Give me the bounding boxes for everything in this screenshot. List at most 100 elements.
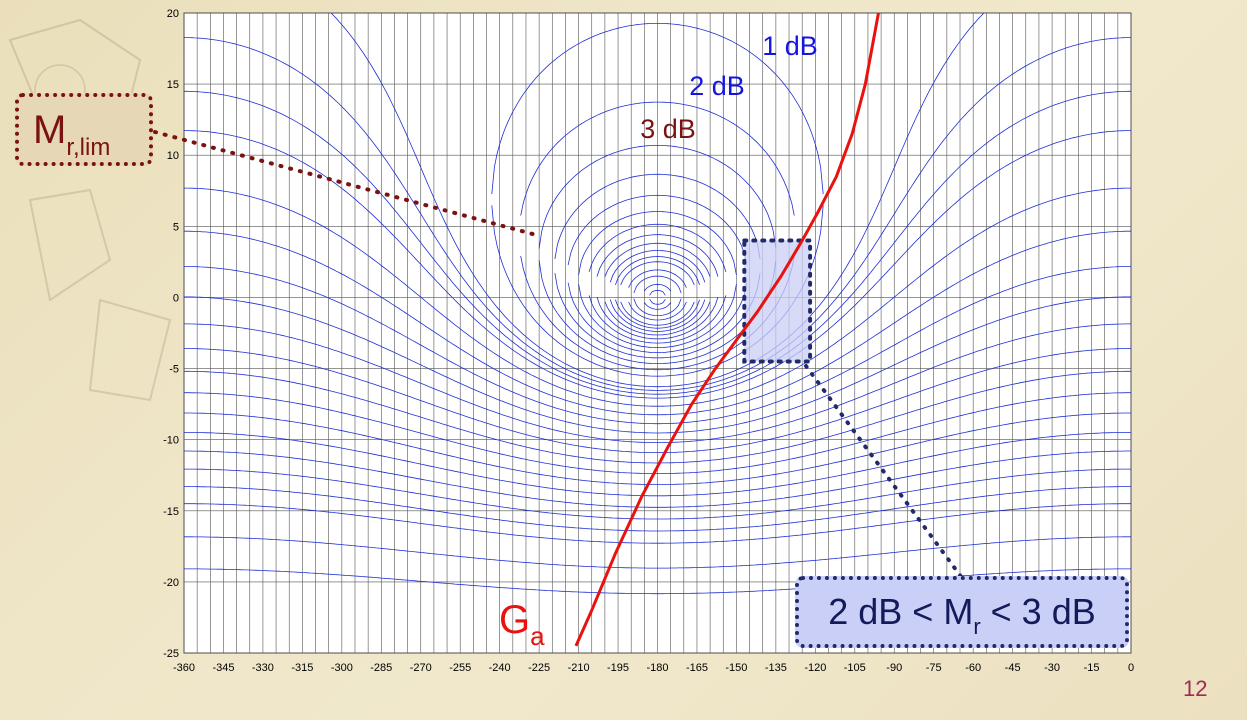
x-tick-label: -255 [449, 662, 471, 674]
x-tick-label: -195 [607, 662, 629, 674]
m-contour [633, 298, 682, 317]
m-contour [184, 486, 1131, 532]
mr-range-text: 2 dB < Mr < 3 dB [828, 591, 1096, 639]
x-tick-label: -225 [528, 662, 550, 674]
x-tick-label: 0 [1128, 662, 1134, 674]
x-tick-label: -360 [173, 662, 195, 674]
m-contour [578, 284, 737, 349]
x-tick-label: -180 [646, 662, 668, 674]
m-contour [184, 266, 1131, 425]
m-contour [184, 323, 1131, 444]
x-tick-label: -90 [886, 662, 902, 674]
m-contour [596, 296, 719, 340]
m-contour [567, 194, 748, 266]
m-contour [184, 536, 1131, 569]
x-tick-label: -285 [370, 662, 392, 674]
m-contour [184, 230, 1131, 416]
contour-label: 1 dB [762, 31, 818, 61]
highlight-region [742, 238, 813, 364]
y-tick-label: 0 [173, 292, 179, 304]
x-tick-label: -60 [965, 662, 981, 674]
m-contour [184, 130, 1131, 399]
m-contour [184, 90, 1131, 395]
m-contour [604, 242, 711, 277]
x-tick-label: -30 [1044, 662, 1060, 674]
m-contour [620, 301, 695, 326]
x-tick-label: -165 [686, 662, 708, 674]
y-tick-label: -25 [163, 648, 179, 660]
x-tick-label: -120 [804, 662, 826, 674]
x-tick-label: -315 [291, 662, 313, 674]
range-leader [804, 364, 964, 580]
m-contour [184, 503, 1131, 544]
m-contour [491, 22, 824, 195]
y-tick-label: 5 [173, 221, 179, 233]
m-contour [644, 283, 671, 292]
x-tick-label: -75 [926, 662, 942, 674]
ga-label: Ga [499, 598, 545, 651]
page-number: 12 [1183, 676, 1208, 701]
m-contour [184, 468, 1131, 520]
m-contour [184, 187, 1131, 407]
m-contour [633, 275, 682, 294]
m-contour [538, 260, 777, 365]
m-contour [184, 348, 1131, 454]
m-contour [184, 370, 1131, 464]
m-contours [184, 12, 1131, 595]
m-contour [628, 301, 687, 321]
ga-curve [574, 12, 880, 647]
m-contour [609, 299, 706, 332]
axis-tick-labels: -360 -345 -330 -315 -300 -285 -270 -255 -240 -225… [163, 8, 1134, 674]
x-tick-label: -210 [568, 662, 590, 674]
x-tick-label: -270 [410, 662, 432, 674]
y-tick-label: -15 [163, 506, 179, 518]
m-contour [604, 301, 711, 336]
m-contour [554, 173, 761, 260]
m-contour [184, 296, 1131, 434]
m-contour [596, 234, 719, 277]
mr-lim-label: Mr,lim [33, 108, 111, 161]
x-tick-label: -15 [1084, 662, 1100, 674]
m-contour [184, 392, 1131, 475]
y-tick-label: 10 [167, 150, 179, 162]
m-contour [331, 12, 984, 388]
contour-label: 3 dB [640, 114, 696, 144]
m-contour [588, 295, 727, 344]
x-tick-label: -240 [489, 662, 511, 674]
m-contour [649, 289, 666, 296]
m-contour [184, 450, 1131, 508]
m-contour [184, 431, 1131, 497]
m-contour [184, 412, 1131, 486]
y-tick-label: -10 [163, 435, 179, 447]
m-contour [588, 223, 727, 273]
y-tick-label: -20 [163, 577, 179, 589]
mr-range-callout: 2 dB < Mr < 3 dB [795, 576, 1129, 648]
m-contour [644, 302, 671, 310]
m-contour [520, 101, 795, 216]
m-contour [609, 250, 706, 283]
x-tick-label: -300 [331, 662, 353, 674]
y-tick-label: 20 [167, 8, 179, 20]
mr-lim-leader [153, 130, 542, 238]
x-tick-label: -45 [1005, 662, 1021, 674]
contour-labels: 1 dB 2 dB 3 dB [640, 31, 818, 144]
m-contour [615, 299, 700, 329]
m-contour [538, 144, 777, 249]
m-contour [567, 282, 748, 354]
m-contour [628, 269, 687, 288]
m-contour [649, 298, 666, 305]
m-contour [615, 256, 700, 286]
contour-label: 2 dB [689, 71, 745, 101]
x-tick-label: -330 [252, 662, 274, 674]
y-tick-label: -5 [169, 364, 179, 376]
x-tick-label: -345 [212, 662, 234, 674]
x-tick-label: -135 [765, 662, 787, 674]
x-tick-label: -105 [844, 662, 866, 674]
y-tick-label: 15 [167, 79, 179, 91]
m-contour [554, 273, 761, 359]
m-contour [184, 568, 1131, 595]
m-contour [184, 37, 1131, 391]
m-contour [620, 261, 695, 286]
x-tick-label: -150 [725, 662, 747, 674]
